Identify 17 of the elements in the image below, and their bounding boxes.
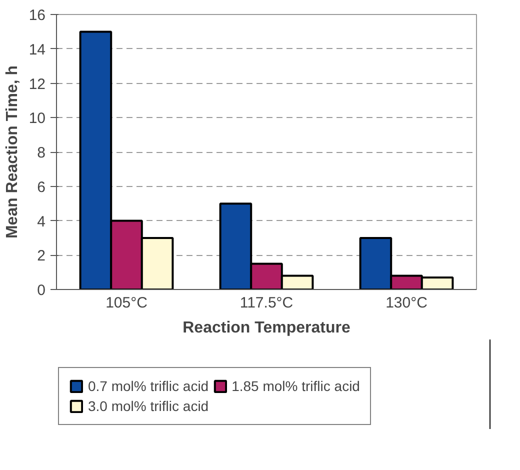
- y-tick-label: 4: [37, 213, 46, 230]
- legend-label: 1.85 mol% triflic acid: [232, 378, 360, 394]
- y-axis-title: Mean Reaction Time, h: [4, 65, 21, 239]
- y-tick-label: 8: [37, 144, 46, 162]
- y-tick-label: 6: [37, 178, 46, 196]
- y-tick-label: 0: [37, 282, 46, 299]
- y-tick-label: 16: [28, 7, 46, 24]
- x-tick-label: 105°C: [106, 294, 148, 312]
- x-tick-label: 117.5°C: [240, 294, 294, 312]
- legend-label: 3.0 mol% triflic acid: [88, 398, 209, 414]
- x-tick-label: 130°C: [386, 294, 428, 312]
- y-tick-label: 10: [28, 110, 46, 128]
- y-tick-label: 2: [37, 248, 46, 265]
- legend-label: 0.7 mol% triflic acid: [88, 378, 209, 394]
- y-tick-label: 12: [28, 76, 46, 93]
- y-tick-label: 14: [28, 41, 46, 58]
- x-axis-title: Reaction Temperature: [182, 320, 350, 336]
